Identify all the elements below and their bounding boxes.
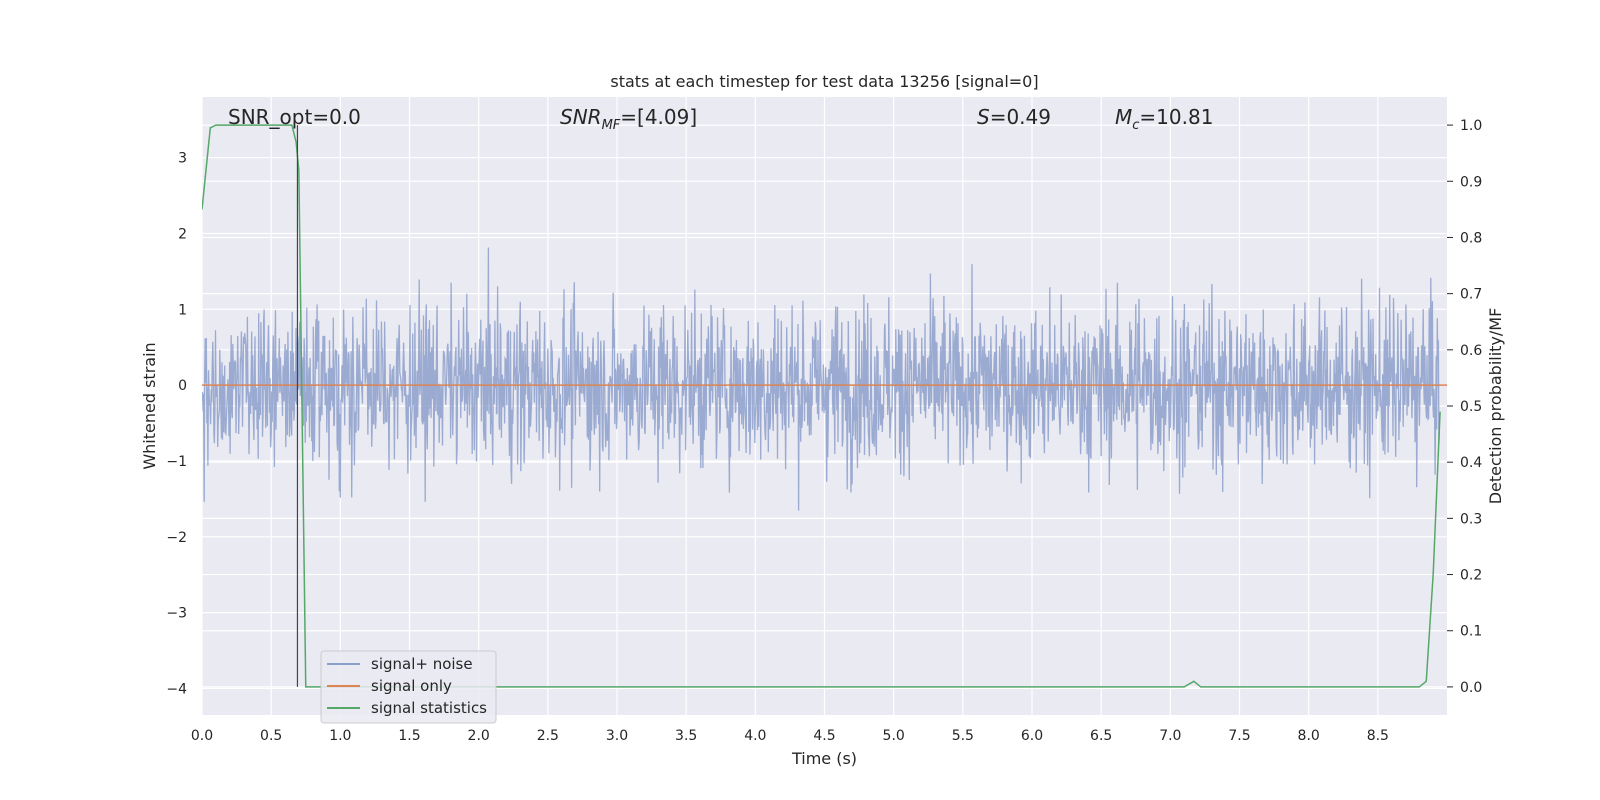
- snr-mf-label: SNR: [560, 105, 602, 129]
- x-tick-label: 6.0: [1021, 728, 1043, 744]
- y2-tick-label: 0.5: [1460, 399, 1482, 415]
- x-tick-label: 4.5: [813, 728, 835, 744]
- y2-tick-label: 0.4: [1460, 455, 1482, 471]
- y-tick-label: −1: [166, 454, 187, 470]
- series-signal-statistics: [202, 124, 1441, 688]
- x-tick-label: 7.5: [1228, 728, 1250, 744]
- legend-label-signal-statistics: signal statistics: [371, 699, 487, 717]
- y2-tick-label: 1.0: [1460, 118, 1482, 134]
- y-tick-label: 2: [178, 226, 187, 242]
- y-tick-label: 1: [178, 302, 187, 318]
- mc-sub: c: [1132, 118, 1139, 133]
- y2-tick-label: 0.8: [1460, 230, 1482, 246]
- y-axis-label: Whitened strain: [140, 342, 159, 469]
- y-tick-label: 3: [178, 151, 187, 167]
- annotation-mc: Mc=10.81: [1115, 105, 1213, 133]
- s-label: S: [977, 105, 990, 129]
- y-tick-label: −3: [166, 606, 187, 622]
- annotation-snr-mf: SNRMF=[4.09]: [560, 105, 697, 133]
- snr-mf-sub: MF: [602, 118, 621, 133]
- x-tick-label: 1.5: [398, 728, 420, 744]
- x-axis-label: Time (s): [791, 749, 857, 768]
- chart-title: stats at each timestep for test data 132…: [610, 72, 1038, 91]
- y2-tick-label: 0.2: [1460, 568, 1482, 584]
- x-tick-label: 8.5: [1367, 728, 1389, 744]
- x-tick-label: 3.0: [606, 728, 628, 744]
- x-tick-label: 0.5: [260, 728, 282, 744]
- x-tick-label: 5.0: [883, 728, 905, 744]
- x-tick-label: 4.0: [744, 728, 766, 744]
- series-signal-noise: [202, 247, 1441, 511]
- annotation-s: S=0.49: [977, 105, 1051, 129]
- y2-tick-labels: 1.0 0.9 0.8 0.7 0.6 0.5 0.4 0.3 0.2 0.1 0.0: [1447, 118, 1482, 696]
- y2-tick-label: 0.9: [1460, 174, 1482, 190]
- x-tick-label: 2.5: [537, 728, 559, 744]
- x-tick-label: 8.0: [1298, 728, 1320, 744]
- y2-tick-label: 0.0: [1460, 680, 1482, 696]
- x-tick-label: 1.0: [329, 728, 351, 744]
- x-tick-label: 0.0: [191, 728, 213, 744]
- legend-label-signal-only: signal only: [371, 677, 452, 695]
- y-tick-label: −4: [166, 681, 187, 697]
- y2-tick-label: 0.6: [1460, 343, 1482, 359]
- annotation-snr-opt: SNR_opt=0.0: [228, 105, 361, 129]
- s-value: =0.49: [990, 105, 1051, 129]
- legend: signal+ noise signal only signal statist…: [320, 650, 497, 724]
- x-tick-label: 7.0: [1159, 728, 1181, 744]
- snr-mf-value: =[4.09]: [620, 105, 697, 129]
- y2-tick-label: 0.3: [1460, 511, 1482, 527]
- x-tick-label: 2.0: [468, 728, 490, 744]
- x-tick-labels: 0.0 0.5 1.0 1.5 2.0 2.5 3.0 3.5 4.0 4.5 5.0 5.5 6.0 6…: [191, 728, 1389, 744]
- x-tick-label: 6.5: [1090, 728, 1112, 744]
- legend-label-signal-noise: signal+ noise: [371, 655, 473, 673]
- y2-tick-label: 0.7: [1460, 287, 1482, 303]
- x-tick-label: 5.5: [952, 728, 974, 744]
- y-tick-label: 0: [178, 378, 187, 394]
- y-tick-label: −2: [166, 530, 187, 546]
- y-tick-labels: 3 2 1 0 −1 −2 −3 −4: [166, 151, 187, 698]
- x-tick-label: 3.5: [675, 728, 697, 744]
- mc-label: M: [1115, 105, 1132, 129]
- y2-axis-label: Detection probability/MF: [1486, 308, 1505, 505]
- mc-value: =10.81: [1139, 105, 1213, 129]
- y2-tick-label: 0.1: [1460, 624, 1482, 640]
